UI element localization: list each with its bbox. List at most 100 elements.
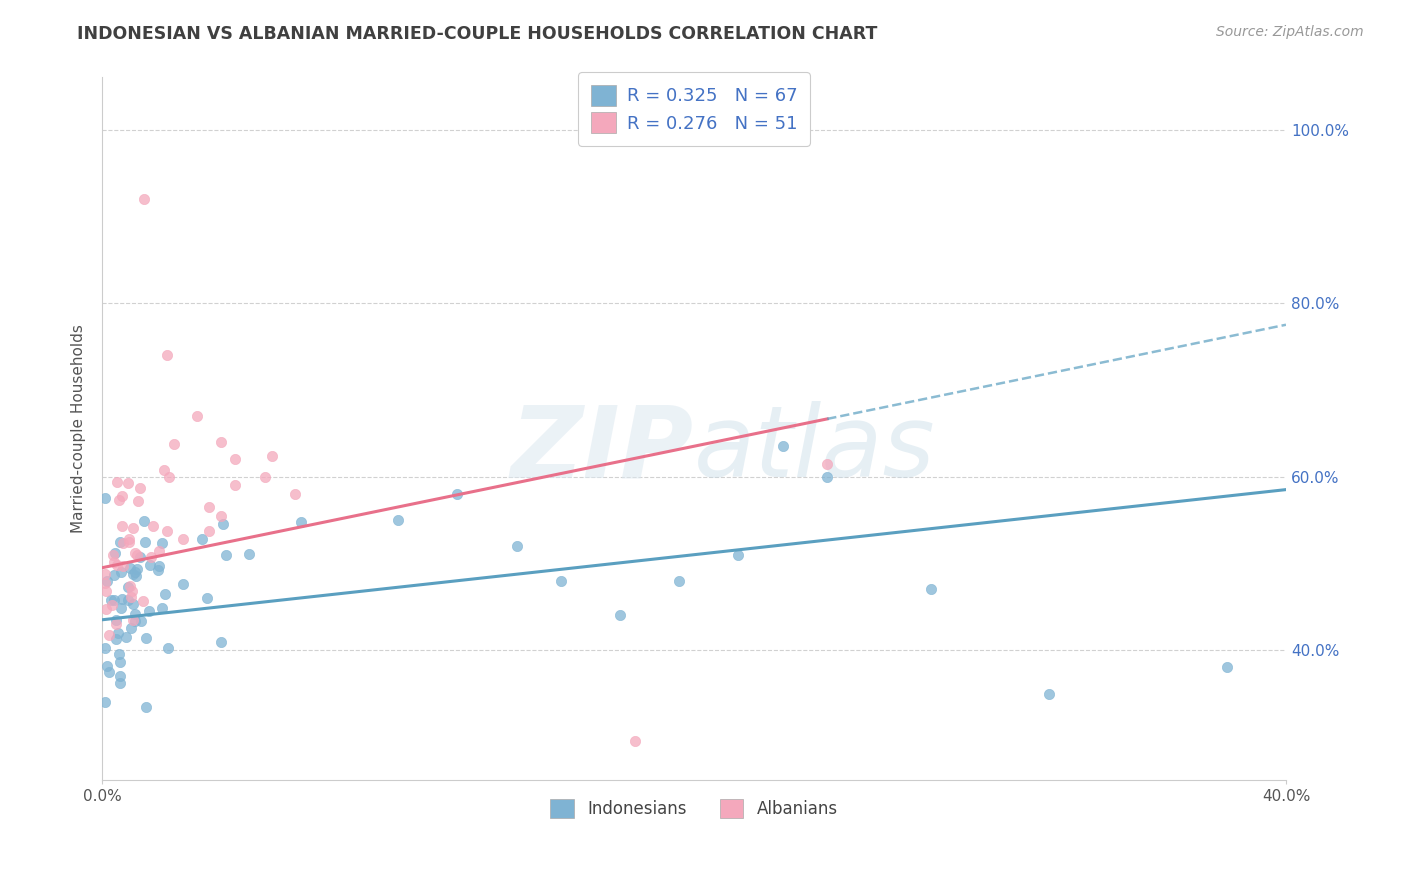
Point [290, 515, 312, 529]
Point [120, 579, 142, 593]
Point [186, 409, 208, 423]
Point [198, 500, 221, 515]
Point [110, 565, 132, 579]
Point [104, 632, 127, 646]
Point [117, 476, 139, 491]
Point [253, 469, 276, 483]
Text: atlas: atlas [695, 401, 936, 499]
Point [284, 487, 307, 501]
Point [209, 434, 232, 449]
Point [772, 439, 794, 453]
Point [387, 513, 409, 527]
Point [94, 491, 117, 505]
Point [135, 631, 157, 645]
Point [94, 584, 117, 599]
Point [111, 591, 134, 606]
Point [94, 567, 117, 582]
Point [120, 590, 142, 604]
Point [609, 608, 631, 623]
Point [446, 487, 468, 501]
Point [122, 520, 145, 534]
Point [94, 575, 117, 590]
Point [118, 534, 141, 549]
Point [129, 481, 152, 495]
Point [108, 676, 131, 690]
Point [103, 592, 125, 607]
Point [815, 457, 838, 471]
Point [98, 665, 121, 679]
Point [150, 535, 173, 549]
Point [97, 628, 120, 642]
Point [125, 569, 148, 583]
Point [112, 536, 135, 550]
Point [124, 546, 146, 560]
Point [129, 614, 152, 628]
Point [260, 449, 283, 463]
Point [148, 559, 170, 574]
Point [104, 613, 127, 627]
Point [146, 563, 169, 577]
Point [96, 574, 118, 588]
Point [105, 475, 128, 489]
Point [107, 626, 129, 640]
Point [163, 437, 186, 451]
Point [103, 568, 125, 582]
Point [148, 544, 170, 558]
Point [157, 469, 180, 483]
Point [550, 574, 572, 588]
Point [108, 656, 131, 670]
Point [191, 533, 214, 547]
Point [105, 558, 128, 573]
Point [209, 634, 232, 648]
Point [103, 546, 125, 560]
Point [172, 577, 194, 591]
Point [215, 549, 238, 563]
Point [124, 565, 146, 579]
Point [505, 539, 527, 553]
Point [124, 607, 146, 621]
Point [209, 509, 232, 524]
Text: ZIP: ZIP [512, 401, 695, 499]
Point [105, 617, 128, 632]
Point [118, 561, 141, 575]
Point [134, 534, 156, 549]
Point [668, 574, 690, 588]
Point [111, 489, 134, 503]
Point [156, 348, 179, 362]
Point [121, 584, 143, 599]
Point [110, 600, 132, 615]
Point [135, 699, 157, 714]
Point [727, 548, 749, 562]
Point [129, 549, 152, 564]
Legend: Indonesians, Albanians: Indonesians, Albanians [544, 792, 845, 825]
Point [122, 566, 145, 581]
Point [153, 586, 176, 600]
Point [122, 597, 145, 611]
Point [122, 613, 145, 627]
Text: INDONESIAN VS ALBANIAN MARRIED-COUPLE HOUSEHOLDS CORRELATION CHART: INDONESIAN VS ALBANIAN MARRIED-COUPLE HO… [77, 25, 877, 43]
Point [197, 524, 219, 538]
Point [156, 524, 179, 538]
Point [224, 478, 246, 492]
Point [150, 601, 173, 615]
Point [108, 492, 131, 507]
Point [118, 532, 141, 546]
Point [94, 695, 117, 709]
Point [108, 534, 131, 549]
Point [238, 547, 260, 561]
Point [212, 516, 235, 531]
Point [108, 647, 131, 661]
Point [124, 614, 146, 628]
Point [141, 549, 163, 564]
Point [111, 559, 134, 574]
Point [134, 514, 156, 528]
Point [920, 582, 942, 597]
Point [132, 192, 155, 206]
Point [142, 519, 165, 533]
Point [195, 591, 218, 605]
Point [815, 469, 838, 483]
Point [125, 549, 148, 563]
Point [127, 494, 149, 508]
Point [100, 592, 122, 607]
Point [139, 558, 162, 573]
